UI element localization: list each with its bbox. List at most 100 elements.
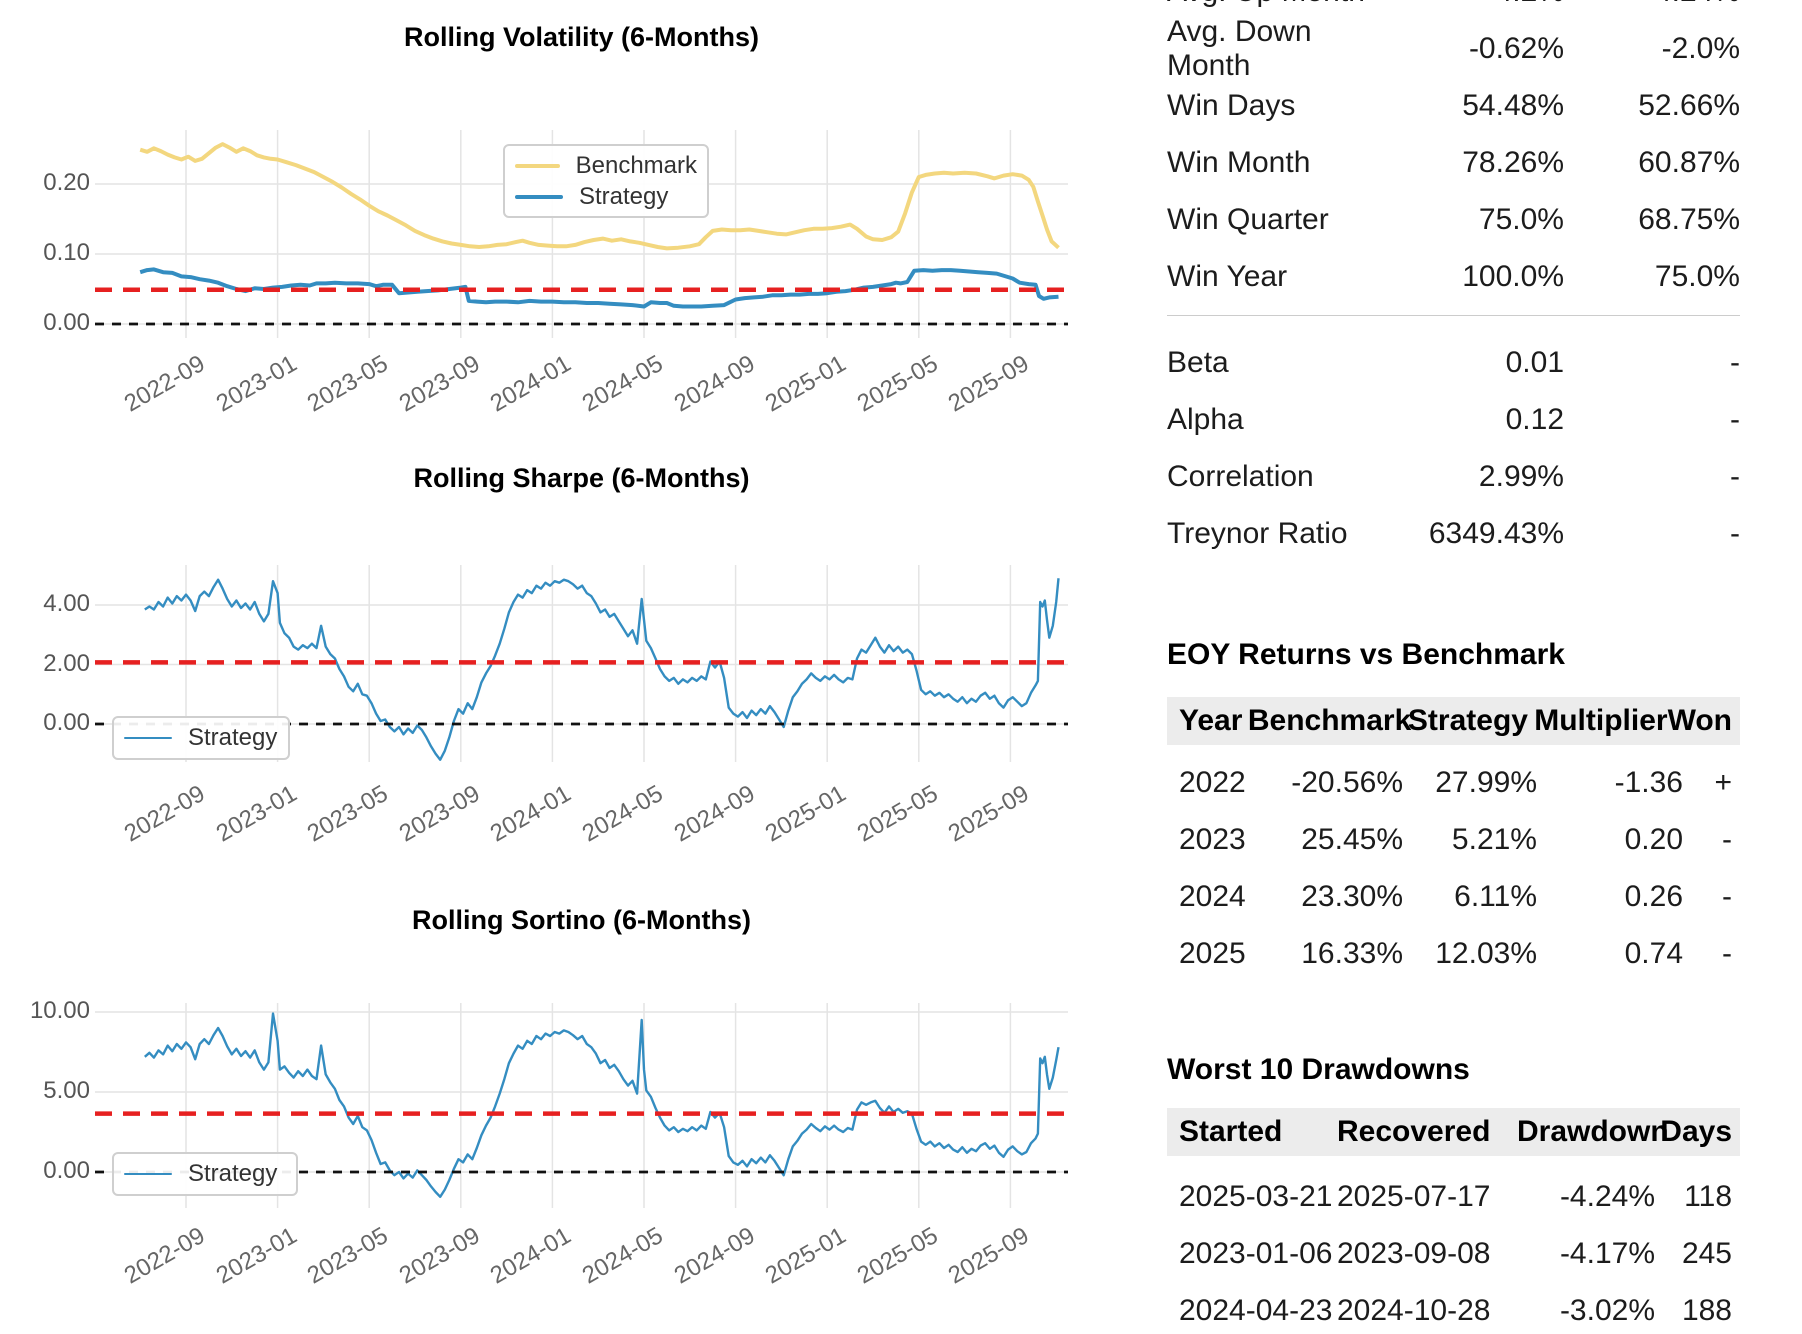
- metric-label: Alpha: [1167, 402, 1244, 436]
- metric-label: Correlation: [1167, 459, 1314, 493]
- eoy-header-cell: Benchmark: [1247, 704, 1412, 737]
- drawdown-header-cell: Days: [1660, 1115, 1732, 1148]
- metric-value-col1: 0.01: [1505, 345, 1564, 379]
- metrics-divider: [1167, 315, 1740, 316]
- drawdown-cell: 118: [1684, 1179, 1732, 1213]
- chart-legend: Strategy: [112, 716, 290, 760]
- series-line-benchmark: [139, 142, 1060, 251]
- y-tick-label: 10.00: [29, 997, 90, 1024]
- legend-label: Strategy: [188, 1160, 278, 1187]
- metric-row: Correlation 2.99% -: [1167, 448, 1740, 505]
- eoy-cell: 2023: [1179, 822, 1246, 856]
- legend-entry: Strategy: [124, 722, 278, 754]
- eoy-cell: 12.03%: [1435, 936, 1537, 970]
- metric-row: Alpha 0.12 -: [1167, 391, 1740, 448]
- eoy-cell: 2022: [1179, 765, 1246, 799]
- metric-label: Beta: [1167, 345, 1229, 379]
- eoy-cell: 5.21%: [1451, 822, 1537, 856]
- drawdown-row: 2024-04-23 2024-10-28 -3.02% 188: [1167, 1282, 1740, 1334]
- metric-label: Win Month: [1167, 145, 1311, 179]
- metric-value-col2: -: [1730, 345, 1740, 379]
- series-line-strategy: [144, 578, 1060, 761]
- legend-label: Strategy: [579, 182, 669, 210]
- metrics-table-win-rates: Avg. Up Month4.2%4.24%Avg. Down Month -0.…: [1167, 0, 1740, 305]
- chart-title-rolling-sortino: Rolling Sortino (6-Months): [412, 905, 751, 935]
- metric-value-col2: 60.87%: [1638, 145, 1740, 179]
- eoy-cell: 25.45%: [1301, 822, 1403, 856]
- eoy-cell: 27.99%: [1435, 765, 1537, 799]
- drawdown-header-cell: Drawdown: [1517, 1115, 1669, 1148]
- drawdowns-table-header: Started Recovered Drawdown Days: [1167, 1108, 1740, 1156]
- metrics-table-greeks: Beta 0.01- Alpha 0.12- Correlation 2.99% - Trey…: [1167, 334, 1740, 562]
- metric-label: Treynor Ratio: [1167, 516, 1348, 550]
- metric-value-col2: 4.24%: [1564, 0, 1740, 9]
- metric-value-col1: 100.0%: [1462, 259, 1564, 293]
- metric-value-col1: 4.2%: [1384, 0, 1564, 9]
- legend-line-sample: [515, 163, 560, 168]
- eoy-header-cell: Strategy: [1407, 704, 1528, 737]
- eoy-cell: -: [1722, 879, 1732, 913]
- drawdown-cell: 2024-10-28: [1337, 1293, 1491, 1327]
- metric-row: Treynor Ratio 6349.43% -: [1167, 505, 1740, 562]
- eoy-cell: 6.11%: [1454, 879, 1537, 913]
- eoy-table-header: Year Benchmark Strategy Multiplier Won: [1167, 697, 1740, 745]
- eoy-cell: 0.26: [1624, 879, 1683, 913]
- legend-entry: Benchmark: [515, 150, 697, 181]
- chart-legend: Strategy: [112, 1152, 298, 1196]
- eoy-row: 2023 25.45% 5.21% 0.20 -: [1167, 811, 1740, 868]
- eoy-cell: -: [1722, 822, 1732, 856]
- eoy-cell: 2024: [1179, 879, 1246, 913]
- y-tick-label: 0.00: [43, 309, 90, 336]
- metric-row: Win Quarter 75.0% 68.75%: [1167, 191, 1740, 248]
- metric-value-col2: -: [1730, 516, 1740, 550]
- metric-label: Win Year: [1167, 259, 1288, 293]
- metric-value-col1: 78.26%: [1462, 145, 1564, 179]
- y-tick-label: 0.20: [43, 169, 90, 196]
- eoy-row: 2025 16.33% 12.03% 0.74 -: [1167, 925, 1740, 982]
- metric-row: Avg. Down Month -0.62% -2.0%: [1167, 15, 1740, 82]
- eoy-header-cell: Year: [1179, 704, 1243, 737]
- metric-label: Win Days: [1167, 88, 1296, 122]
- metric-row: Win Month 78.26% 60.87%: [1167, 134, 1740, 191]
- chart-legend: Benchmark Strategy: [503, 144, 709, 218]
- legend-line-sample: [515, 194, 563, 199]
- eoy-header-cell: Multiplier: [1534, 704, 1668, 737]
- metric-label: Avg. Down Month: [1167, 14, 1312, 82]
- metric-row: Avg. Up Month4.2%4.24%: [1167, 0, 1740, 20]
- eoy-cell: -1.36: [1614, 765, 1683, 799]
- legend-label: Benchmark: [575, 151, 697, 179]
- legend-entry: Strategy: [515, 181, 697, 212]
- metric-value-col2: -: [1730, 459, 1740, 493]
- stats-panel: Avg. Up Month4.2%4.24%Avg. Down Month-0.…: [1167, 0, 1740, 1334]
- metric-value-col1: 2.99%: [1478, 459, 1564, 493]
- drawdown-cell: -3.02%: [1559, 1293, 1655, 1327]
- eoy-table-rows: 2022 -20.56% 27.99% -1.36 +2023 25.45% 5.21% 0.…: [1167, 754, 1740, 982]
- drawdown-cell: -4.17%: [1559, 1236, 1655, 1270]
- metric-value-col1: 6349.43%: [1428, 516, 1564, 550]
- eoy-cell: -20.56%: [1291, 765, 1403, 799]
- metric-value-col1: 75.0%: [1478, 202, 1564, 236]
- metric-value-col2: -2.0%: [1661, 31, 1740, 65]
- drawdown-cell: -4.24%: [1559, 1179, 1655, 1213]
- eoy-cell: 16.33%: [1301, 936, 1403, 970]
- metric-value-col1: -0.62%: [1468, 31, 1564, 65]
- legend-line-sample: [124, 1173, 172, 1175]
- drawdown-row: 2025-03-21 2025-07-17 -4.24% 118: [1167, 1168, 1740, 1225]
- y-tick-label: 4.00: [43, 590, 90, 617]
- chart-title-rolling-sharpe: Rolling Sharpe (6-Months): [413, 463, 750, 493]
- metric-value-col2: 75.0%: [1654, 259, 1740, 293]
- eoy-cell: +: [1714, 765, 1732, 799]
- eoy-cell: 0.74: [1624, 936, 1683, 970]
- metric-row: Win Days 54.48% 52.66%: [1167, 77, 1740, 134]
- eoy-cell: -: [1722, 936, 1732, 970]
- drawdown-cell: 2023-01-06: [1179, 1236, 1333, 1270]
- y-tick-label: 0.10: [43, 239, 90, 266]
- drawdown-row: 2023-01-06 2023-09-08 -4.17% 245: [1167, 1225, 1740, 1282]
- metric-row: Win Year 100.0% 75.0%: [1167, 248, 1740, 305]
- series-line-strategy: [139, 267, 1059, 309]
- worst-drawdowns-heading: Worst 10 Drawdowns: [1167, 1053, 1470, 1086]
- drawdowns-table-rows: 2025-03-21 2025-07-17 -4.24% 118 2023-01-06 2…: [1167, 1168, 1740, 1334]
- legend-line-sample: [124, 737, 172, 739]
- drawdown-cell: 245: [1681, 1236, 1732, 1270]
- drawdown-cell: 2025-07-17: [1337, 1179, 1491, 1213]
